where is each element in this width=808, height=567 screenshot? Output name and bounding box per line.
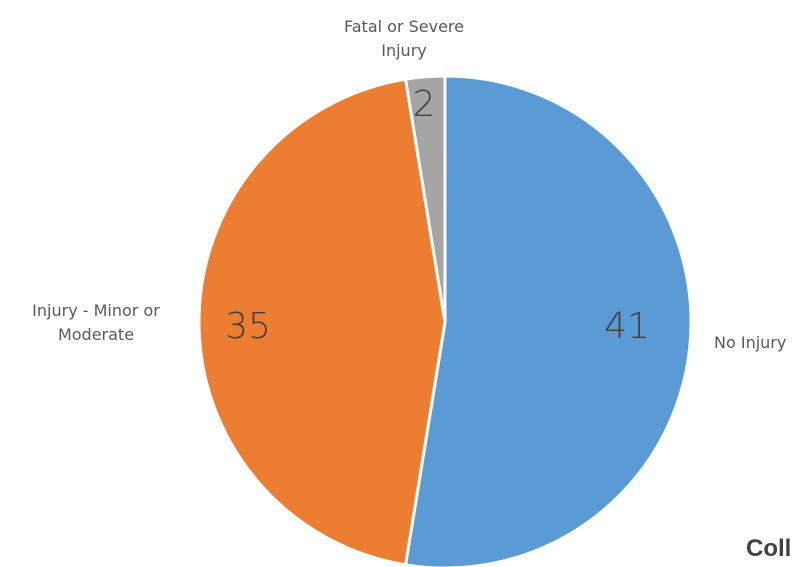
data-label-value: 35 bbox=[225, 306, 271, 347]
category-label: Injury - Minor or Moderate bbox=[32, 301, 160, 344]
category-label-line: Injury - Minor or bbox=[32, 301, 160, 320]
pie-slice-injury-minor-or-moderate bbox=[197, 77, 447, 567]
category-label-line: No Injury bbox=[714, 333, 786, 352]
data-label-value: 41 bbox=[604, 306, 650, 347]
category-label-line: Moderate bbox=[58, 325, 134, 344]
category-label: No Injury bbox=[714, 333, 786, 352]
slices-layer bbox=[197, 74, 693, 567]
category-label: Fatal or Severe Injury bbox=[344, 17, 464, 60]
category-label-line: Fatal or Severe bbox=[344, 17, 464, 36]
data-label-value: 2 bbox=[413, 84, 436, 125]
pie-slice-no-injury bbox=[404, 74, 693, 567]
category-label-line: Injury bbox=[381, 41, 427, 60]
labels-layer: 41 No Injury 35 Injury - Minor or Moderate 2 F… bbox=[32, 17, 786, 352]
chart-title: Coll bbox=[746, 535, 791, 562]
pie-slice-fatal-or-severe-injury bbox=[404, 74, 447, 324]
